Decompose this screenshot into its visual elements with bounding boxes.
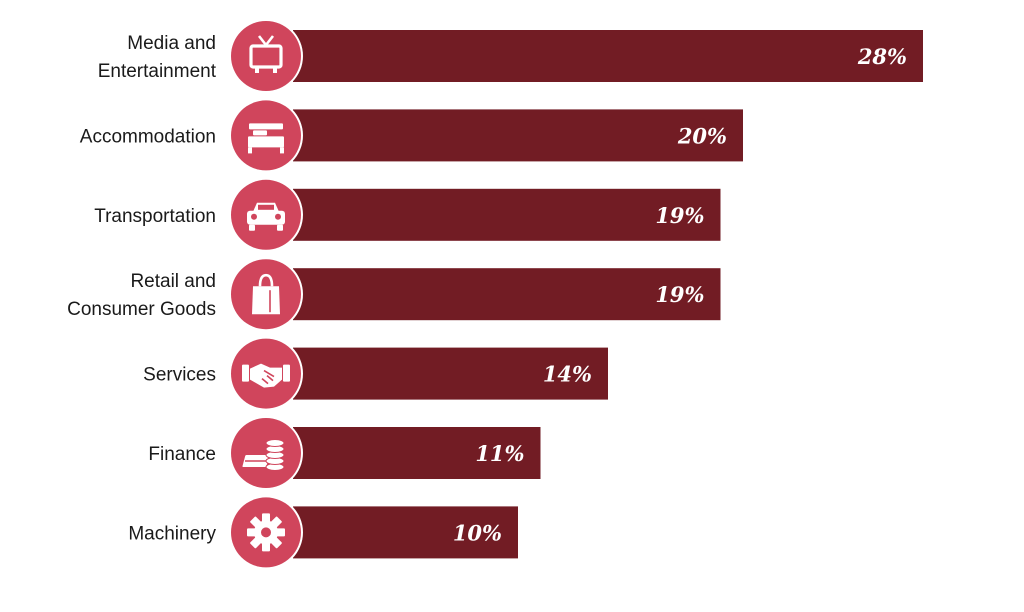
- cuff-right: [283, 364, 290, 382]
- bar: [293, 30, 923, 82]
- bag-handle: [258, 273, 274, 287]
- category-label-line: Finance: [148, 444, 216, 465]
- bed-leg-left: [248, 147, 252, 154]
- bed-headboard: [249, 123, 283, 130]
- bar-row: 19% Transportation: [94, 177, 721, 252]
- car-icon: [247, 202, 285, 231]
- bar: [293, 427, 541, 479]
- category-label: Transportation: [94, 206, 216, 227]
- tv-antenna-left: [257, 35, 268, 46]
- gear-icon: [247, 513, 285, 552]
- bar-row: 14% Services: [143, 336, 608, 411]
- car-wheel-right: [277, 224, 283, 231]
- bar: [293, 347, 608, 400]
- coins-icon: [242, 439, 285, 471]
- tv-body: [249, 44, 283, 69]
- category-label: Accommodation: [80, 126, 216, 147]
- car-headlight-right: [275, 213, 281, 220]
- car-body: [247, 210, 285, 225]
- coin: [265, 439, 285, 447]
- bar: [293, 268, 721, 321]
- category-label-line: Accommodation: [80, 126, 216, 147]
- tv-leg-left: [255, 68, 259, 73]
- bar-row: 11% Finance: [148, 416, 541, 490]
- bar-row: 28% Media and Entertainment: [98, 19, 923, 93]
- car-window: [258, 204, 274, 210]
- bar-row: 19% Retail and Consumer Goods: [67, 257, 721, 332]
- bed-mattress: [248, 136, 284, 148]
- bed-icon: [248, 123, 284, 154]
- category-label: Machinery: [128, 523, 216, 544]
- gear-hole: [261, 527, 271, 538]
- data-label: 20%: [677, 123, 727, 148]
- category-label: Finance: [148, 444, 216, 465]
- icon-circle: [231, 21, 301, 91]
- shopping-bag-icon: [252, 273, 280, 315]
- tv-antenna-right: [264, 35, 275, 46]
- category-label-line: Media and: [127, 33, 216, 54]
- tv-leg-right: [273, 68, 277, 73]
- icon-circle: [231, 418, 301, 488]
- category-label-line: Consumer Goods: [67, 299, 216, 320]
- category-label-line: Retail and: [130, 271, 216, 292]
- chart-rows: 28% Media and Entertainment 20% Accommodatio…: [67, 19, 923, 570]
- data-label: 19%: [655, 203, 704, 228]
- tv-icon: [249, 35, 283, 73]
- category-label-line: Transportation: [94, 206, 216, 227]
- bed-leg-right: [280, 147, 284, 154]
- bag-body: [252, 286, 280, 315]
- data-label: 19%: [655, 282, 704, 307]
- category-label: Retail and Consumer Goods: [67, 271, 216, 320]
- handshake-icon: [242, 363, 290, 388]
- bed-pillow: [253, 130, 267, 136]
- data-label: 11%: [475, 441, 524, 466]
- category-label: Services: [143, 365, 216, 386]
- category-label-line: Services: [143, 365, 216, 386]
- bar: [293, 188, 721, 241]
- category-label-line: Entertainment: [98, 61, 217, 82]
- category-label: Media and Entertainment: [98, 33, 217, 82]
- data-label: 10%: [453, 520, 502, 545]
- car-wheel-left: [249, 224, 255, 231]
- cuff-left: [242, 364, 249, 382]
- category-label-line: Machinery: [128, 523, 216, 544]
- bar: [293, 506, 518, 559]
- bar: [293, 109, 743, 162]
- finger-lines: [261, 369, 275, 385]
- hands: [250, 363, 282, 388]
- data-label: 14%: [543, 362, 592, 387]
- bar-row: 20% Accommodation: [80, 98, 743, 173]
- data-label: 28%: [857, 44, 907, 69]
- car-headlight-left: [251, 213, 257, 220]
- bar-row: 10% Machinery: [128, 495, 518, 570]
